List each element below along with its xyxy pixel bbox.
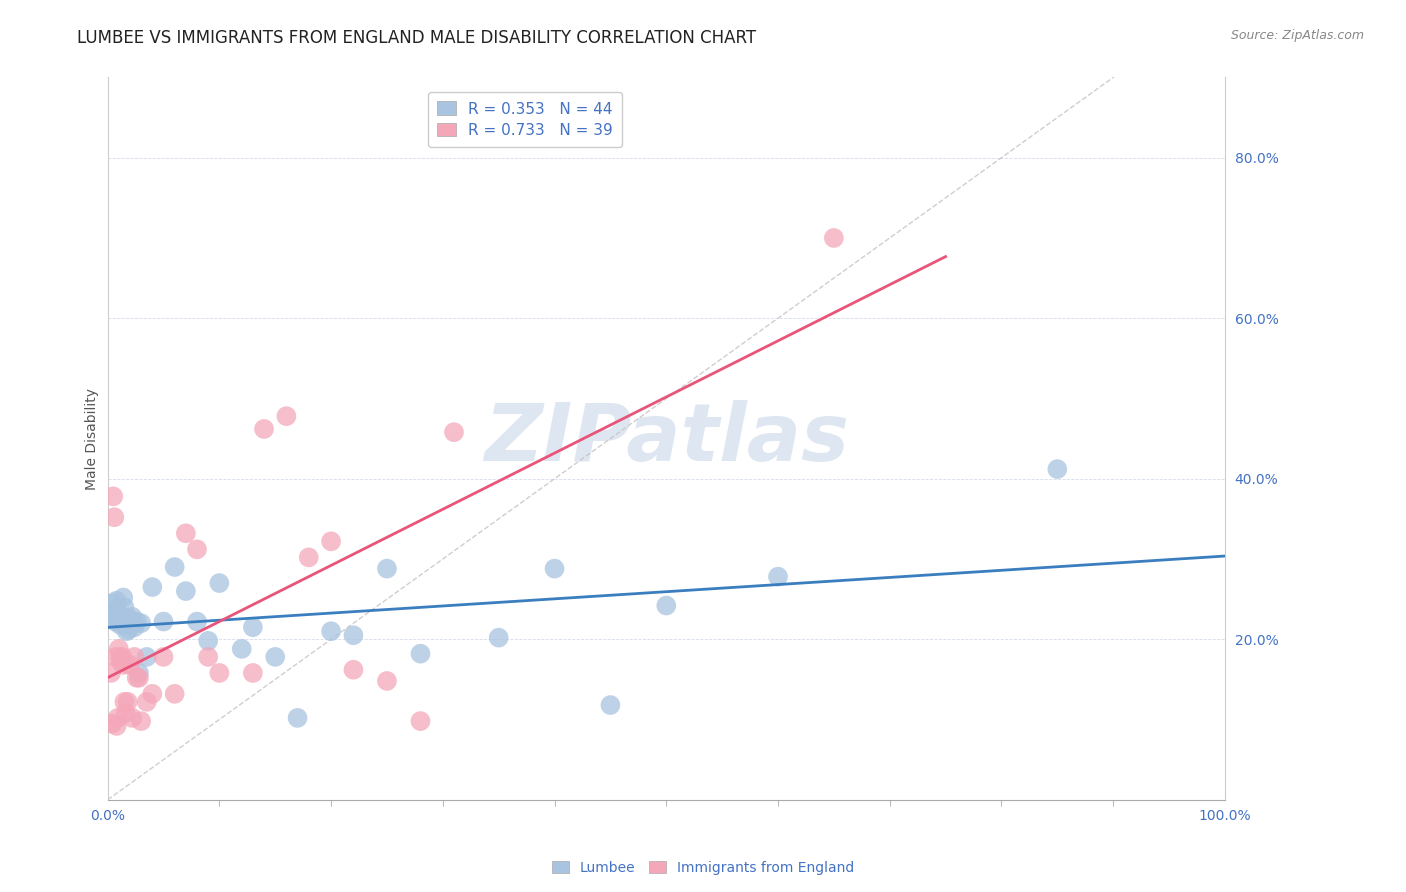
Point — [112, 657, 135, 672]
Point — [655, 599, 678, 613]
Point — [342, 628, 364, 642]
Y-axis label: Male Disability: Male Disability — [86, 388, 100, 490]
Point — [409, 714, 432, 728]
Point — [125, 671, 148, 685]
Point — [114, 706, 136, 720]
Point — [112, 600, 135, 615]
Point — [118, 612, 141, 626]
Point — [111, 649, 134, 664]
Point — [208, 576, 231, 591]
Point — [152, 615, 174, 629]
Point — [103, 489, 125, 503]
Point — [105, 593, 128, 607]
Point — [141, 580, 163, 594]
Point — [117, 612, 139, 626]
Point — [111, 616, 134, 631]
Point — [124, 649, 146, 664]
Legend: R = 0.353   N = 44, R = 0.733   N = 39: R = 0.353 N = 44, R = 0.733 N = 39 — [427, 92, 621, 147]
Point — [823, 231, 845, 245]
Point — [108, 649, 131, 664]
Point — [121, 609, 143, 624]
Point — [319, 534, 342, 549]
Point — [375, 561, 398, 575]
Point — [117, 695, 139, 709]
Point — [107, 711, 129, 725]
Point — [242, 620, 264, 634]
Point — [543, 561, 565, 575]
Point — [128, 665, 150, 680]
Point — [115, 624, 138, 639]
Point — [118, 623, 141, 637]
Point — [174, 526, 197, 541]
Point — [118, 657, 141, 672]
Point — [103, 604, 125, 618]
Text: Source: ZipAtlas.com: Source: ZipAtlas.com — [1230, 29, 1364, 42]
Point — [231, 641, 253, 656]
Text: LUMBEE VS IMMIGRANTS FROM ENGLAND MALE DISABILITY CORRELATION CHART: LUMBEE VS IMMIGRANTS FROM ENGLAND MALE D… — [77, 29, 756, 46]
Point — [104, 649, 127, 664]
Point — [287, 711, 309, 725]
Point — [107, 641, 129, 656]
Point — [409, 647, 432, 661]
Point — [163, 687, 186, 701]
Point — [103, 510, 125, 524]
Point — [276, 409, 298, 424]
Point — [253, 422, 276, 436]
Point — [152, 649, 174, 664]
Point — [105, 719, 128, 733]
Text: ZIPatlas: ZIPatlas — [484, 400, 849, 477]
Point — [129, 616, 152, 631]
Point — [108, 617, 131, 632]
Point — [112, 591, 135, 605]
Point — [101, 716, 124, 731]
Point — [186, 615, 208, 629]
Point — [107, 607, 129, 621]
Point — [342, 663, 364, 677]
Point — [208, 665, 231, 680]
Point — [135, 695, 157, 709]
Point — [488, 631, 510, 645]
Point — [112, 695, 135, 709]
Point — [766, 569, 789, 583]
Point — [197, 649, 219, 664]
Point — [174, 584, 197, 599]
Point — [128, 671, 150, 685]
Point — [101, 596, 124, 610]
Point — [242, 665, 264, 680]
Point — [129, 714, 152, 728]
Point — [298, 550, 321, 565]
Point — [319, 624, 342, 639]
Point — [141, 687, 163, 701]
Point — [124, 620, 146, 634]
Point — [264, 649, 287, 664]
Legend: Lumbee, Immigrants from England: Lumbee, Immigrants from England — [547, 855, 859, 880]
Point — [110, 612, 132, 626]
Point — [114, 617, 136, 632]
Point — [107, 607, 129, 621]
Point — [110, 655, 132, 669]
Point — [135, 649, 157, 664]
Point — [103, 609, 125, 624]
Point — [125, 615, 148, 629]
Point — [163, 560, 186, 574]
Point — [1046, 462, 1069, 476]
Point — [100, 665, 122, 680]
Point — [121, 711, 143, 725]
Point — [197, 633, 219, 648]
Point — [443, 425, 465, 440]
Point — [186, 542, 208, 557]
Point — [104, 615, 127, 629]
Point — [599, 698, 621, 712]
Point — [375, 673, 398, 688]
